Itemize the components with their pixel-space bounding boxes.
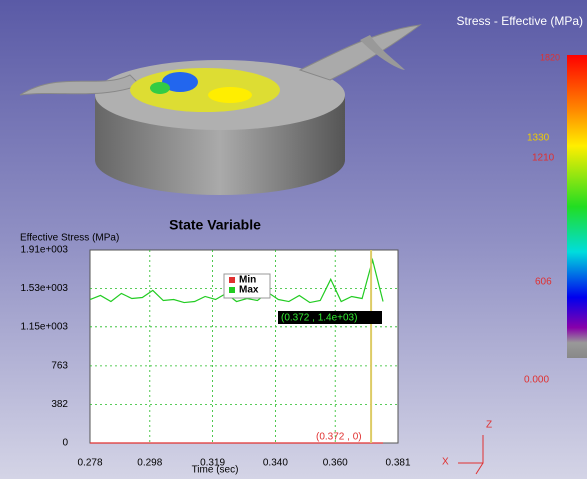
legend-label: Max <box>239 285 259 296</box>
annotation: (0.372 , 0) <box>316 432 362 443</box>
y-tick-label: 1.91e+003 <box>20 245 68 256</box>
y-tick-label: 382 <box>51 399 68 410</box>
y-axis-label: Effective Stress (MPa) <box>20 233 119 244</box>
colorbar-label: 1820 <box>540 52 560 62</box>
y-tick-label: 1.53e+003 <box>20 283 68 294</box>
colorbar <box>567 55 587 358</box>
colorbar-label: 606 <box>535 277 552 288</box>
stress-zone-mid <box>208 87 252 103</box>
legend-swatch <box>229 287 235 293</box>
colorbar-title: Stress - Effective (MPa) <box>457 14 583 28</box>
y-tick-label: 1.15e+003 <box>20 321 68 332</box>
chart-title: State Variable <box>169 217 261 233</box>
x-tick-label: 0.381 <box>385 458 410 469</box>
screen: State Variable Effective Stress (MPa) Ti… <box>0 0 587 479</box>
x-tick-label: 0.278 <box>77 458 102 469</box>
colorbar-label: 0.000 <box>524 375 549 386</box>
stress-zone-green <box>150 82 170 94</box>
axis-triad-label: Z <box>486 420 492 431</box>
annotation: (0.372 , 1.4e+03) <box>281 313 357 324</box>
x-tick-label: 0.360 <box>323 458 348 469</box>
x-tick-label: 0.298 <box>137 458 162 469</box>
colorbar-label: 1330 <box>527 133 550 144</box>
legend-swatch <box>229 277 235 283</box>
colorbar-label: 1210 <box>532 153 555 164</box>
x-tick-label: 0.319 <box>200 458 225 469</box>
y-tick-label: 0 <box>62 438 68 449</box>
x-tick-label: 0.340 <box>263 458 288 469</box>
axis-triad-label: X <box>442 457 449 468</box>
y-tick-label: 763 <box>51 361 68 372</box>
